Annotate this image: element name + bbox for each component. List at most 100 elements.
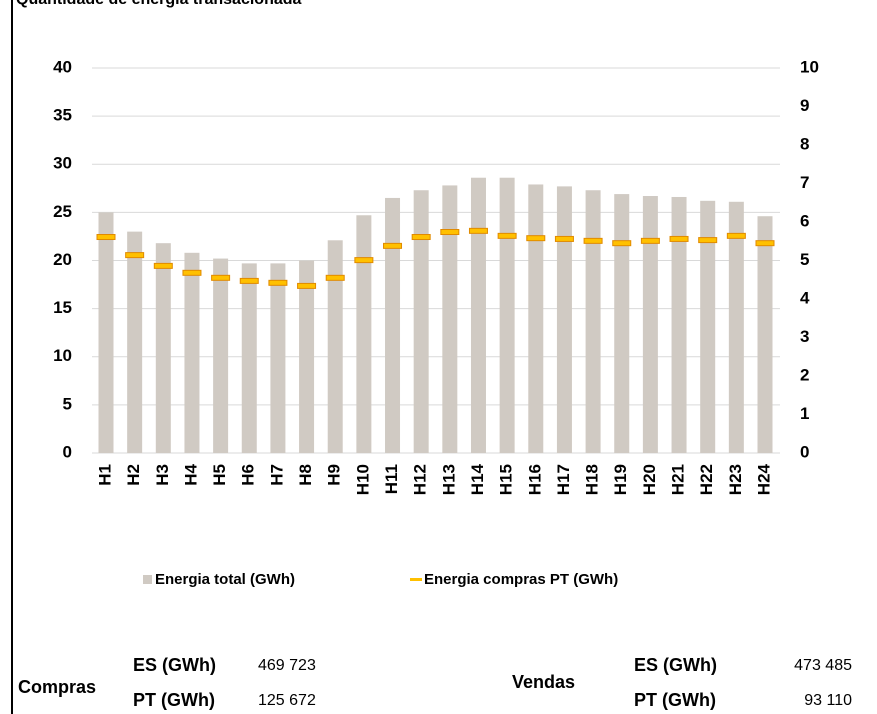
bar (528, 184, 544, 453)
legend-label: Energia compras PT (GWh) (424, 571, 618, 588)
x-tick-label: H10 (353, 464, 372, 495)
summary-value: 125 672 (258, 692, 316, 709)
bar (413, 190, 429, 454)
x-tick-label: H16 (525, 464, 544, 495)
x-tick-label: H5 (210, 464, 229, 486)
y2-tick-label: 0 (800, 442, 809, 461)
line-marker (383, 242, 403, 249)
y2-tick-label: 8 (800, 134, 809, 153)
x-tick-label: H21 (669, 464, 688, 495)
bar (728, 201, 744, 453)
line-marker (698, 237, 718, 244)
y2-tick-label: 5 (800, 250, 809, 269)
legend-swatch (410, 578, 422, 581)
bar (127, 231, 143, 453)
legend-label: Energia total (GWh) (155, 571, 295, 588)
line-marker (211, 274, 231, 281)
summary-value: 93 110 (804, 692, 852, 709)
summary-label: Vendas (512, 672, 575, 692)
y2-tick-label: 3 (800, 327, 809, 346)
bar (98, 212, 114, 453)
bar (270, 263, 286, 453)
x-tick-label: H19 (611, 464, 630, 495)
x-tick-label: H22 (697, 464, 716, 495)
y-tick-label: 5 (63, 394, 72, 413)
x-tick-label: H9 (325, 464, 344, 486)
line-marker (354, 257, 374, 264)
x-tick-label: H8 (296, 464, 315, 486)
y2-tick-label: 2 (800, 365, 809, 384)
x-tick-label: H13 (439, 464, 458, 495)
bar (470, 177, 486, 453)
line-marker (182, 269, 202, 276)
chart-title: Quantidade de energia transacionada (16, 0, 302, 8)
bar (585, 190, 601, 454)
line-marker (411, 234, 431, 241)
x-tick-label: H7 (267, 464, 286, 486)
line-marker (612, 240, 632, 247)
x-tick-label: H23 (726, 464, 745, 495)
y2-tick-label: 9 (800, 96, 809, 115)
x-tick-label: H4 (181, 463, 200, 485)
bar (385, 197, 401, 453)
x-tick-label: H6 (239, 464, 258, 486)
bar (299, 260, 315, 453)
legend-swatch (143, 575, 152, 584)
bar (499, 177, 515, 453)
y2-tick-label: 1 (800, 404, 809, 423)
y-tick-label: 0 (63, 442, 72, 461)
y-tick-label: 10 (53, 346, 72, 365)
summary-label: Compras (18, 677, 96, 697)
line-marker (268, 279, 288, 286)
line-marker (726, 232, 746, 239)
summary-row-label: ES (GWh) (634, 655, 717, 675)
x-tick-label: H17 (554, 464, 573, 495)
x-tick-label: H2 (124, 464, 143, 486)
line-marker (239, 277, 259, 284)
y-tick-label: 25 (53, 202, 72, 221)
x-tick-label: H18 (583, 464, 602, 495)
y2-tick-label: 10 (800, 57, 819, 76)
line-marker (153, 262, 173, 269)
summary-value: 473 485 (794, 657, 852, 674)
line-marker (526, 235, 546, 242)
x-tick-label: H14 (468, 463, 487, 495)
bar (556, 186, 572, 453)
bar (241, 263, 257, 453)
bar (442, 185, 458, 454)
line-marker (669, 235, 689, 242)
line-marker (755, 240, 775, 247)
bar (671, 196, 687, 453)
y2-tick-label: 7 (800, 173, 809, 192)
summary-row-label: PT (GWh) (634, 690, 716, 710)
line-marker (125, 252, 145, 259)
line-marker (497, 232, 517, 239)
y2-tick-label: 6 (800, 211, 809, 230)
y-tick-label: 40 (53, 57, 72, 76)
bar (614, 194, 630, 453)
line-marker (325, 274, 345, 281)
bar (213, 258, 229, 453)
x-tick-label: H11 (382, 464, 401, 494)
line-marker (554, 235, 574, 242)
x-tick-label: H20 (640, 464, 659, 495)
line-marker (640, 237, 660, 244)
y2-tick-label: 4 (800, 288, 810, 307)
line-marker (440, 229, 460, 236)
line-marker (468, 227, 488, 234)
summary-row-label: PT (GWh) (133, 690, 215, 710)
bar (757, 216, 773, 453)
x-tick-label: H3 (153, 464, 172, 486)
line-marker (297, 282, 317, 289)
bar (327, 240, 343, 453)
y-tick-label: 35 (53, 106, 72, 125)
bar (155, 243, 171, 453)
summary-row-label: ES (GWh) (133, 655, 216, 675)
x-tick-label: H15 (497, 464, 516, 495)
bar (700, 200, 716, 453)
x-tick-label: H1 (95, 464, 114, 486)
bar (642, 196, 658, 453)
x-tick-label: H12 (411, 464, 430, 495)
bar (184, 252, 200, 453)
